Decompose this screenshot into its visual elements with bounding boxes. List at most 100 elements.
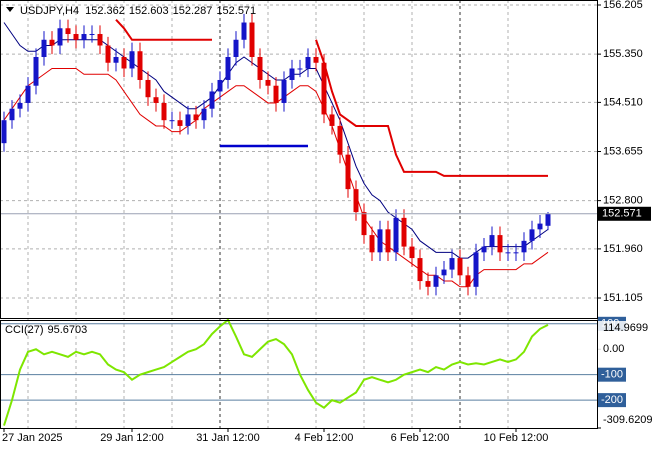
x-tick-label: 6 Feb 12:00	[391, 432, 450, 444]
candle-body	[65, 28, 71, 35]
candle-body	[457, 258, 463, 276]
candle-body	[201, 108, 207, 121]
candle-body	[81, 34, 87, 40]
candle-body	[497, 235, 503, 253]
candle-body	[233, 39, 239, 57]
header-close: 152.571	[216, 5, 256, 17]
candle-body	[409, 246, 415, 259]
candle-body	[345, 154, 351, 190]
candle-body	[385, 229, 391, 253]
indicator-line	[115, 18, 548, 177]
candle-body	[161, 102, 167, 121]
level-box	[598, 367, 626, 382]
candle-body	[289, 68, 295, 80]
candle-body	[249, 22, 255, 57]
candle-body	[353, 189, 359, 213]
cci-header: CCI(27) 95.6703	[5, 324, 87, 336]
candle-body	[337, 125, 343, 155]
candle-body	[441, 269, 447, 276]
candle-body	[537, 223, 543, 230]
cci-value: 95.6703	[48, 324, 88, 336]
candle-body	[169, 120, 175, 122]
candle-body	[377, 229, 383, 253]
symbol: USDJPY,H4	[20, 5, 79, 17]
candle-body	[465, 275, 471, 287]
candle-body	[481, 246, 487, 253]
current-price-label: 152.571	[602, 208, 642, 220]
header-low: 152.287	[173, 5, 213, 17]
candle-body	[9, 108, 15, 121]
candle-body	[313, 56, 319, 63]
candle-body	[449, 258, 455, 270]
candle-body	[545, 213, 551, 226]
candle-body	[193, 114, 199, 121]
candle-body	[369, 235, 375, 253]
candle-body	[105, 45, 111, 63]
candle-body	[97, 34, 103, 46]
candle-body	[401, 217, 407, 247]
candle-body	[521, 240, 527, 253]
y-tick-label: 154.510	[603, 96, 643, 108]
candle-body	[241, 22, 247, 40]
candle-body	[425, 281, 431, 287]
candle-body	[1, 120, 7, 144]
candle-body	[129, 51, 135, 69]
x-tick-label: 27 Jan 2025	[2, 432, 63, 444]
current-price-box	[598, 206, 651, 221]
candle-body	[217, 79, 223, 92]
cci-line	[3, 318, 549, 426]
candle-body	[177, 120, 183, 126]
candle-body	[361, 212, 367, 236]
candle-body	[225, 56, 231, 80]
candle-body	[89, 34, 95, 36]
candle-body	[257, 56, 263, 80]
x-tick-label: 4 Feb 12:00	[295, 432, 354, 444]
candle-body	[473, 252, 479, 287]
candle-body	[513, 252, 519, 254]
candle-body	[281, 79, 287, 103]
y-tick-label: 155.350	[603, 48, 643, 60]
candle-body	[41, 39, 47, 57]
y-tick-label: 114.9699	[603, 322, 648, 334]
candle-body	[49, 39, 55, 46]
y-tick-label: 151.960	[603, 243, 643, 255]
candle-body	[297, 68, 303, 70]
level-box	[598, 393, 626, 408]
price-panel-border	[0, 0, 598, 319]
candle-body	[17, 102, 23, 109]
candle-body	[145, 79, 151, 98]
y-tick-bg	[598, 321, 658, 335]
candle-body	[329, 114, 335, 126]
candle-body	[209, 91, 215, 109]
x-tick-label: 29 Jan 12:00	[100, 432, 164, 444]
cci-label: CCI(27)	[5, 324, 44, 336]
cci-panel-border	[0, 320, 598, 429]
candle-body	[433, 275, 439, 287]
y-tick-label: 152.800	[603, 195, 643, 207]
candle-body	[153, 97, 159, 103]
candle-body	[185, 114, 191, 126]
candle-body	[529, 229, 535, 241]
candle-body	[321, 62, 327, 115]
x-tick-label: 10 Feb 12:00	[484, 432, 549, 444]
header-open: 152.362	[85, 5, 125, 17]
candle-body	[137, 51, 143, 80]
candle-body	[489, 235, 495, 247]
candle-body	[73, 34, 79, 40]
chart-header: USDJPY,H4 152.362 152.603 152.287 152.571	[20, 5, 256, 17]
header-high: 152.603	[129, 5, 169, 17]
y-tick-label: -309.6209	[603, 414, 653, 426]
y-tick-label: 0.00	[603, 343, 624, 355]
candle-body	[393, 217, 399, 253]
y-tick-label: 156.205	[603, 0, 643, 11]
y-tick-label: 151.105	[603, 292, 643, 304]
candle-body	[25, 85, 31, 103]
candle-body	[113, 56, 119, 63]
y-tick-bg	[598, 342, 658, 357]
candle-body	[505, 252, 511, 254]
x-tick-label: 31 Jan 12:00	[196, 432, 260, 444]
y-tick-bg	[598, 413, 658, 427]
header-arrow	[6, 7, 14, 12]
candle-body	[33, 56, 39, 86]
